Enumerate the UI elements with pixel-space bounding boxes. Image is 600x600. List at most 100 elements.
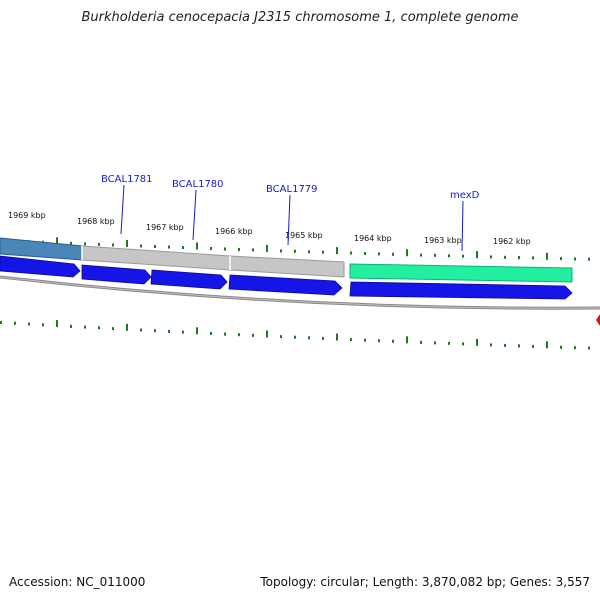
minor-tick xyxy=(140,328,142,332)
minor-tick xyxy=(350,251,352,255)
minor-tick xyxy=(140,244,142,248)
gene-leader-line xyxy=(287,194,291,246)
position-marker[interactable] xyxy=(596,314,600,326)
gene-labels: BCAL1781 BCAL1780 BCAL1779 mexD xyxy=(101,174,480,252)
gene-arrow-mexd[interactable] xyxy=(349,281,573,300)
major-tick xyxy=(476,338,478,346)
minor-tick xyxy=(112,327,114,331)
gene-arrow-bcal1782[interactable] xyxy=(0,255,81,278)
minor-tick xyxy=(70,241,72,245)
gene-leader-line xyxy=(120,184,125,235)
major-tick xyxy=(266,330,268,338)
major-tick xyxy=(196,242,198,250)
minor-tick xyxy=(462,254,464,258)
minor-tick xyxy=(182,330,184,334)
major-tick xyxy=(546,341,548,349)
major-tick xyxy=(406,336,408,344)
major-tick xyxy=(56,320,58,328)
major-tick xyxy=(266,244,268,252)
minor-tick xyxy=(308,250,310,254)
kbp-label: 1967 kbp xyxy=(146,223,184,232)
kbp-label: 1962 kbp xyxy=(493,237,531,246)
gene-arrow-bcal1779[interactable] xyxy=(228,274,343,296)
minor-tick xyxy=(280,249,282,253)
major-tick xyxy=(126,323,128,331)
minor-tick xyxy=(294,335,296,339)
kbp-tick-labels: 1969 kbp 1968 kbp 1967 kbp 1966 kbp 1965… xyxy=(8,211,531,246)
gene-label-bcal1781[interactable]: BCAL1781 xyxy=(101,174,153,185)
minor-tick xyxy=(434,253,436,257)
gene-arrow-bcal1781[interactable] xyxy=(81,264,152,285)
gene-arrow-bcal1780[interactable] xyxy=(150,269,228,290)
major-tick xyxy=(336,333,338,341)
minor-tick xyxy=(532,344,534,348)
minor-tick xyxy=(322,336,324,340)
minor-tick xyxy=(168,329,170,333)
minor-tick xyxy=(168,245,170,249)
feature-arc-teal xyxy=(349,263,573,283)
minor-tick xyxy=(84,325,86,329)
minor-tick xyxy=(210,331,212,335)
minor-tick xyxy=(448,254,450,258)
feature-arc-gray xyxy=(229,255,345,278)
minor-tick xyxy=(518,256,520,260)
minor-tick xyxy=(490,343,492,347)
minor-tick xyxy=(588,257,590,261)
minor-tick xyxy=(238,333,240,337)
feature-arc-blue xyxy=(0,237,83,261)
backbone-arc-highlight xyxy=(0,276,600,309)
minor-tick xyxy=(420,253,422,257)
minor-tick xyxy=(0,321,2,324)
minor-tick xyxy=(252,333,254,337)
minor-tick xyxy=(588,346,590,350)
minor-tick xyxy=(504,255,506,259)
kbp-label: 1966 kbp xyxy=(215,227,253,236)
minor-tick xyxy=(434,341,436,345)
minor-tick xyxy=(518,344,520,348)
major-tick xyxy=(546,252,548,260)
minor-tick xyxy=(364,338,366,342)
gene-leader-line xyxy=(192,189,197,241)
gene-label-bcal1779[interactable]: BCAL1779 xyxy=(266,184,318,195)
minor-tick xyxy=(364,252,366,255)
minor-tick xyxy=(560,345,562,349)
minor-tick xyxy=(224,247,226,251)
minor-tick xyxy=(392,252,394,256)
minor-tick xyxy=(504,343,506,347)
minor-tick xyxy=(392,339,394,343)
map-title: Burkholderia cenocepacia J2315 chromosom… xyxy=(81,10,519,25)
minor-tick xyxy=(532,256,534,260)
kbp-label: 1969 kbp xyxy=(8,211,46,220)
minor-tick xyxy=(28,322,30,326)
minor-tick xyxy=(112,243,114,247)
gene-leader-line xyxy=(461,200,464,252)
minor-tick xyxy=(98,326,100,330)
outer-tick-ring xyxy=(0,237,590,261)
minor-tick xyxy=(210,247,212,250)
minor-tick xyxy=(98,242,100,246)
minor-tick xyxy=(462,342,464,346)
minor-tick xyxy=(308,336,310,340)
minor-tick xyxy=(154,245,156,248)
minor-tick xyxy=(224,332,226,336)
minor-tick xyxy=(420,340,422,344)
minor-tick xyxy=(252,248,254,252)
genome-summary-text: Topology: circular; Length: 3,870,082 bp… xyxy=(260,575,590,589)
gene-label-mexd[interactable]: mexD xyxy=(450,190,480,201)
minor-tick xyxy=(70,324,72,328)
minor-tick xyxy=(378,252,380,256)
feature-track xyxy=(0,237,573,283)
minor-tick xyxy=(182,246,184,249)
major-tick xyxy=(336,247,338,255)
major-tick xyxy=(406,249,408,257)
minor-tick xyxy=(322,250,324,254)
minor-tick xyxy=(350,338,352,342)
inner-tick-ring xyxy=(0,320,590,350)
minor-tick xyxy=(14,321,16,325)
minor-tick xyxy=(560,257,562,261)
minor-tick xyxy=(448,341,450,345)
gene-label-bcal1780[interactable]: BCAL1780 xyxy=(172,179,224,190)
accession-text: Accession: NC_011000 xyxy=(9,575,146,589)
minor-tick xyxy=(154,329,156,333)
